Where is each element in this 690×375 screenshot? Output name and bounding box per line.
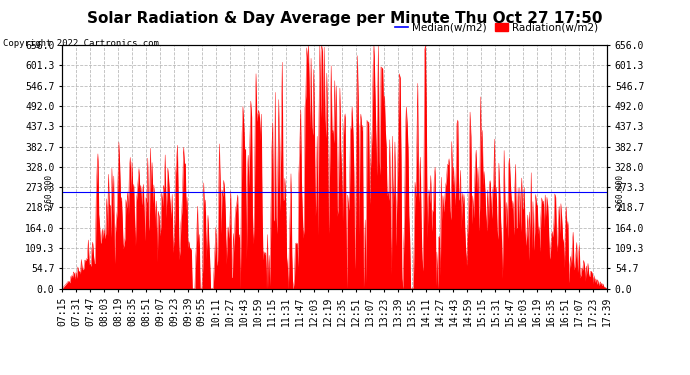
Legend: Median(w/m2), Radiation(w/m2): Median(w/m2), Radiation(w/m2) — [391, 18, 602, 37]
Text: Copyright 2022 Cartronics.com: Copyright 2022 Cartronics.com — [3, 39, 159, 48]
Text: Solar Radiation & Day Average per Minute Thu Oct 27 17:50: Solar Radiation & Day Average per Minute… — [87, 11, 603, 26]
Text: +260.000: +260.000 — [45, 174, 54, 211]
Text: +260.000: +260.000 — [615, 174, 624, 211]
